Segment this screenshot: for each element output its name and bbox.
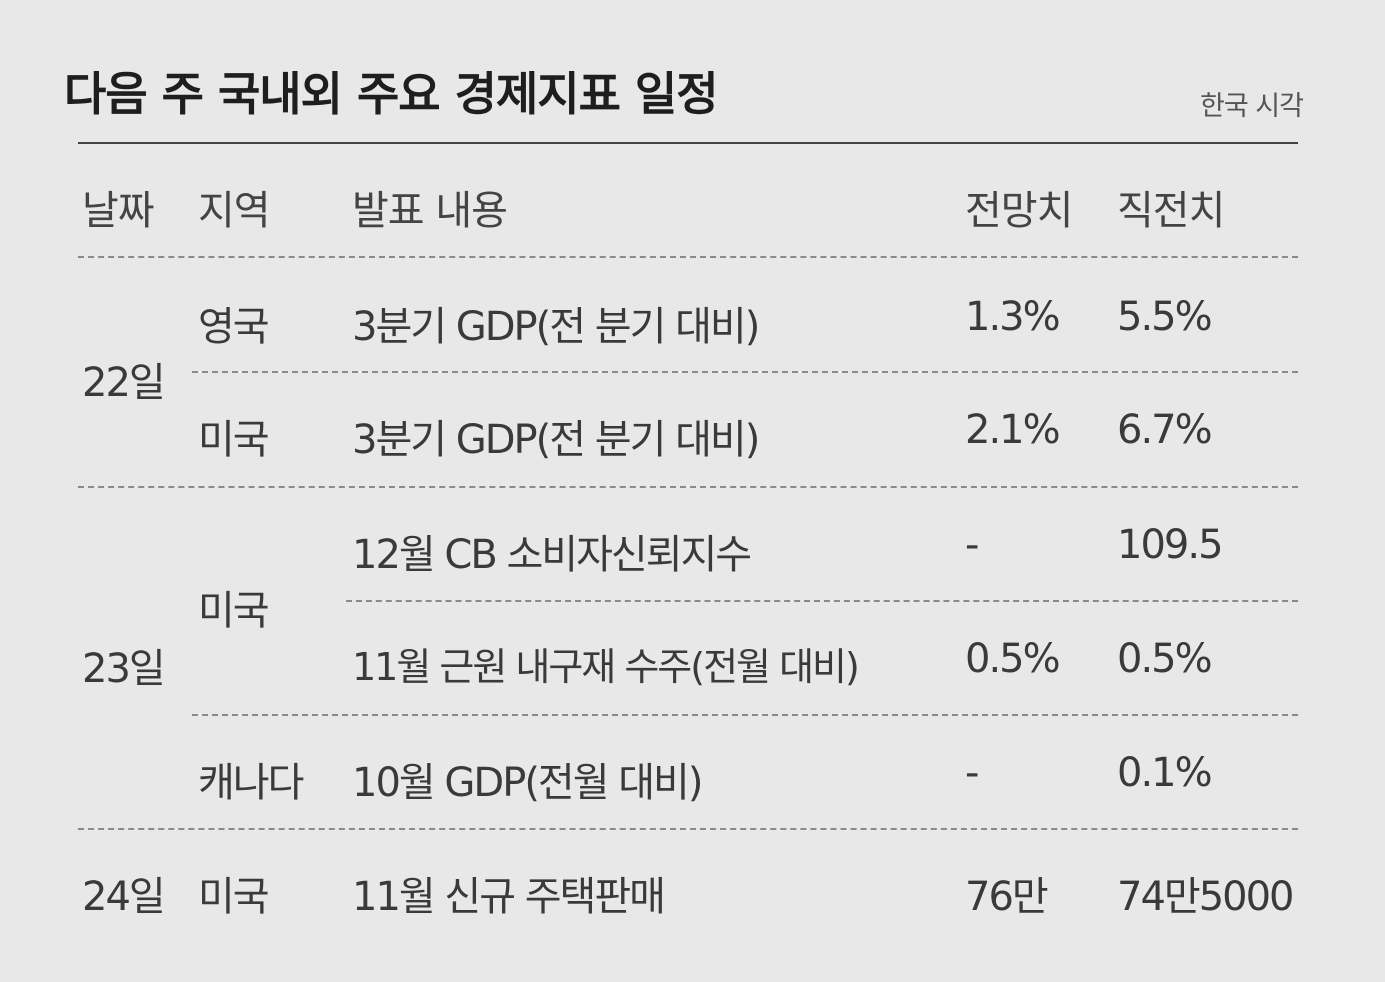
row-previous: 0.1%: [1117, 750, 1213, 796]
row-divider: [346, 600, 1298, 602]
row-content: 11월 신규 주택판매: [352, 874, 666, 920]
header-date: 날짜: [82, 188, 155, 234]
row-previous: 5.5%: [1117, 294, 1213, 340]
row-divider: [192, 714, 1298, 716]
group-date: 22일: [82, 360, 166, 406]
row-divider: [78, 486, 1298, 488]
row-forecast: -: [965, 750, 980, 796]
timezone-note: 한국 시각: [1200, 91, 1304, 122]
row-previous: 0.5%: [1117, 636, 1213, 682]
header-top-rule: [78, 142, 1298, 144]
group-region: 미국: [198, 588, 270, 634]
row-divider: [192, 371, 1298, 373]
header-content: 발표 내용: [352, 188, 508, 234]
header-forecast: 전망치: [965, 188, 1073, 234]
header-previous: 직전치: [1117, 188, 1225, 234]
row-content: 12월 CB 소비자신뢰지수: [352, 532, 752, 578]
header-region: 지역: [198, 188, 271, 234]
group-date: 24일: [82, 874, 166, 920]
table-title: 다음 주 국내외 주요 경제지표 일정: [64, 67, 719, 121]
row-previous: 109.5: [1117, 522, 1224, 568]
row-divider: [78, 256, 1298, 258]
row-previous: 74만5000: [1117, 874, 1294, 920]
row-region: 미국: [198, 874, 270, 920]
row-content: 3분기 GDP(전 분기 대비): [352, 417, 760, 463]
row-forecast: 0.5%: [965, 636, 1061, 682]
row-forecast: 2.1%: [965, 407, 1061, 453]
row-region: 영국: [198, 304, 270, 350]
row-forecast: 1.3%: [965, 294, 1061, 340]
row-content: 3분기 GDP(전 분기 대비): [352, 304, 760, 350]
row-region: 캐나다: [198, 760, 304, 806]
row-content: 10월 GDP(전월 대비): [352, 760, 703, 806]
row-forecast: -: [965, 522, 980, 568]
row-divider: [78, 828, 1298, 830]
row-previous: 6.7%: [1117, 407, 1213, 453]
row-forecast: 76만: [965, 874, 1049, 920]
row-content: 11월 근원 내구재 수주(전월 대비): [352, 645, 860, 689]
group-date: 23일: [82, 646, 166, 692]
row-region: 미국: [198, 417, 270, 463]
